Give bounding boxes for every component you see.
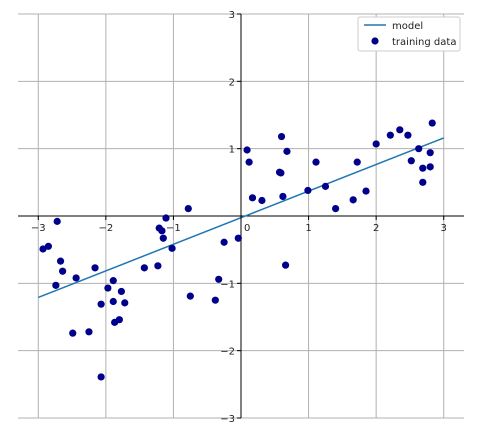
training-data-point [104, 284, 112, 292]
y-tick-label: −1 [220, 279, 235, 290]
training-data-point [362, 187, 370, 195]
x-tick-label: 2 [373, 223, 379, 234]
training-data-point [97, 300, 105, 308]
training-data-point [109, 277, 117, 285]
training-data-point [215, 275, 223, 283]
training-data-point [407, 157, 415, 165]
training-data-point [168, 244, 176, 252]
training-data-point [162, 214, 170, 222]
y-tick-label: −3 [220, 414, 235, 425]
training-data-point [52, 281, 60, 289]
tick-layer: −3 −2 −1 0 1 2 3 −3 −2 −1 1 2 3 [31, 10, 447, 425]
training-data-point [44, 242, 53, 250]
training-data-point [117, 287, 125, 296]
legend-training-data-marker [371, 37, 379, 45]
x-tick-label: −3 [31, 223, 46, 234]
training-data-point [332, 204, 340, 213]
training-data-point [277, 132, 286, 141]
training-data-point [53, 217, 61, 225]
training-data-point [415, 145, 423, 153]
training-data-point [282, 261, 290, 269]
training-data-point [372, 140, 380, 148]
training-data-point [109, 297, 117, 306]
training-data-point [186, 292, 194, 300]
y-tick-label: 1 [229, 145, 235, 156]
training-data-point [158, 227, 166, 235]
training-data-point [159, 234, 167, 242]
training-data-point [312, 158, 320, 166]
x-tick-label: −2 [98, 223, 113, 234]
training-data-point [304, 186, 312, 195]
training-data-point [234, 234, 242, 242]
training-data-point [91, 264, 99, 272]
x-tick-label: 0 [244, 223, 250, 234]
training-data-point [279, 192, 287, 201]
training-data-point [321, 182, 330, 190]
x-tick-label: 1 [305, 223, 311, 234]
x-tick-label: 3 [441, 223, 447, 234]
y-tick-label: −2 [220, 347, 235, 358]
legend-model-label: model [392, 21, 423, 32]
training-data-point [426, 163, 434, 171]
training-data-point [419, 178, 427, 186]
training-data-point [426, 149, 434, 157]
training-data-point [258, 196, 266, 205]
training-data-point [428, 119, 436, 127]
training-data-point [349, 196, 357, 204]
point-layer [39, 119, 436, 381]
training-data-point [72, 274, 80, 282]
training-data-point [140, 264, 148, 272]
training-data-point [248, 194, 257, 202]
training-data-point [396, 126, 404, 134]
training-data-point [243, 146, 251, 154]
training-data-point [59, 267, 67, 275]
training-data-point [154, 262, 162, 270]
training-data-point [353, 158, 361, 166]
y-tick-label: 3 [229, 10, 235, 21]
training-data-point [386, 131, 394, 139]
training-data-point [97, 373, 105, 381]
training-data-point [211, 296, 219, 304]
legend: model training data [357, 16, 461, 52]
y-tick-label: 2 [229, 77, 235, 88]
training-data-point [404, 131, 412, 139]
training-data-point [56, 257, 65, 265]
training-data-point [115, 316, 123, 324]
training-data-point [184, 204, 192, 213]
training-data-point [277, 169, 285, 177]
training-data-point [283, 147, 291, 155]
legend-training-data-label: training data [392, 37, 456, 48]
training-data-point [69, 329, 77, 337]
training-data-point [220, 238, 228, 246]
x-tick-label: −1 [166, 223, 181, 234]
training-data-point [245, 158, 253, 166]
training-data-point [419, 164, 427, 172]
training-data-point [121, 299, 129, 307]
training-data-point [39, 245, 47, 253]
training-data-point [85, 328, 93, 336]
